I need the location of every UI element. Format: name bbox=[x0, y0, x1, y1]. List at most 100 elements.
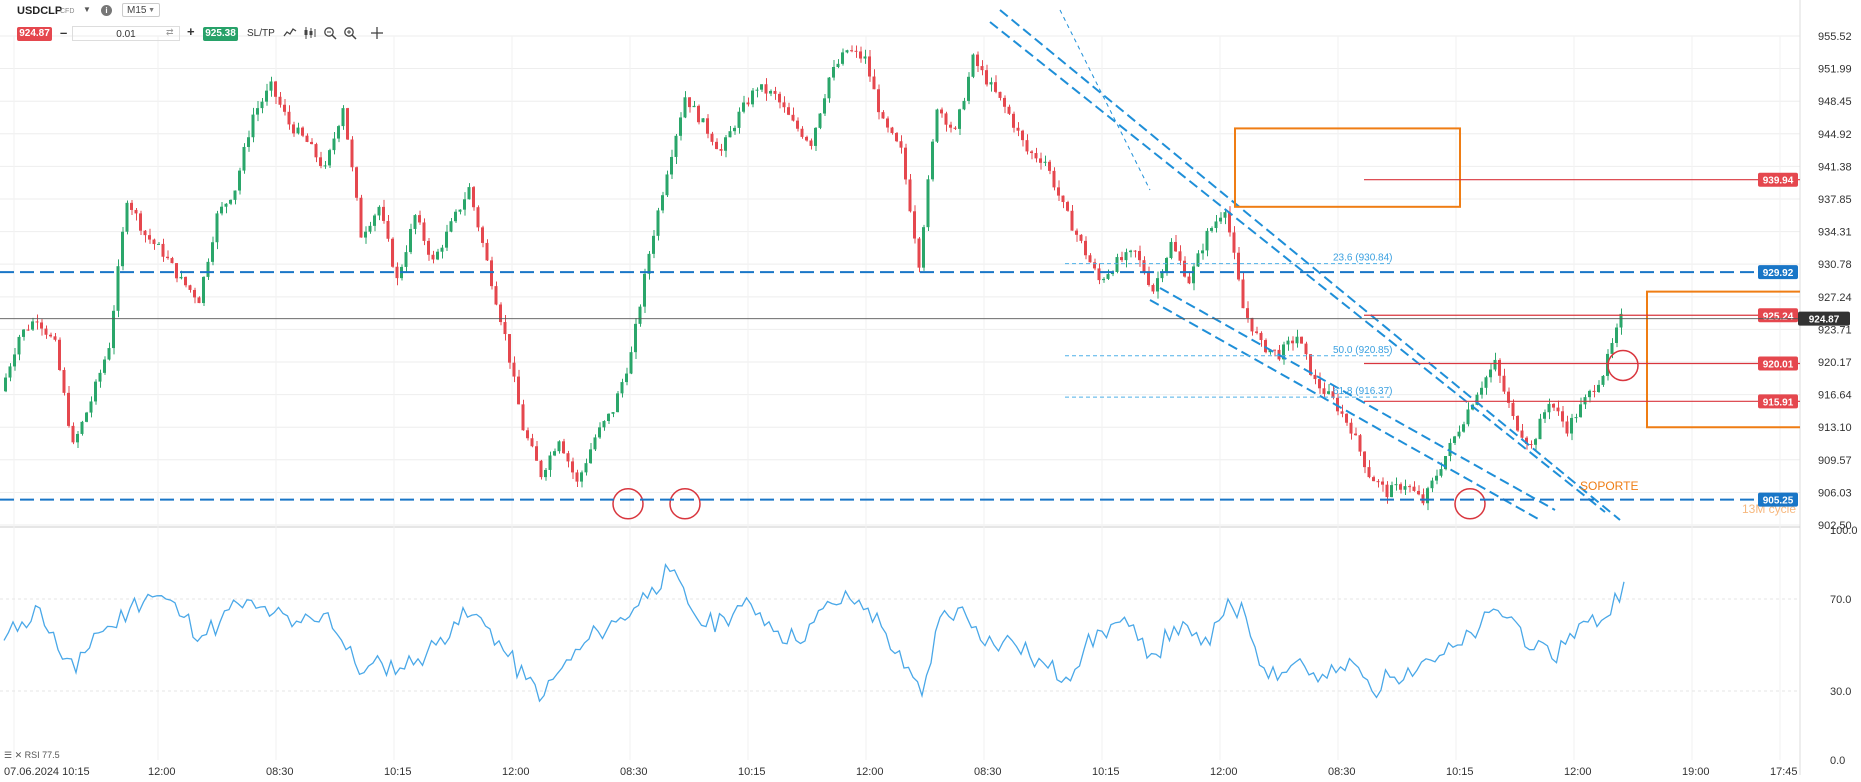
candle-body bbox=[890, 127, 894, 133]
zoom-out-icon[interactable] bbox=[323, 26, 337, 40]
candle-body bbox=[44, 328, 48, 335]
price-axis: 955.52 951.99 948.45 944.92 941.38 937.85 934.… bbox=[1818, 31, 1858, 767]
candle-body bbox=[179, 276, 183, 279]
resistance-box bbox=[1234, 127, 1461, 208]
zoom-in-icon[interactable] bbox=[343, 26, 357, 40]
trend-guide-line bbox=[1059, 9, 1151, 191]
drawings: 23.6 (930.84) 50.0 (920.85) 61.8 (916.37) S… bbox=[612, 9, 1800, 521]
lot-size-input[interactable]: 0.01 bbox=[72, 26, 180, 41]
timeframe-value: M15 bbox=[127, 5, 147, 16]
price-tick-label: 920.17 bbox=[1818, 357, 1852, 369]
candle-body bbox=[283, 104, 286, 112]
crosshair-icon[interactable] bbox=[370, 26, 384, 40]
candle-body bbox=[1385, 484, 1389, 498]
candle-body bbox=[1291, 340, 1294, 344]
candle-body bbox=[202, 276, 205, 304]
candle-body bbox=[305, 135, 309, 142]
candles-icon[interactable] bbox=[303, 26, 317, 40]
candle-body bbox=[917, 238, 921, 268]
candle-body bbox=[355, 167, 358, 198]
candle-body bbox=[1529, 444, 1533, 446]
chevron-down-icon[interactable]: ▼ bbox=[83, 5, 91, 14]
sell-button[interactable]: 924.87 bbox=[17, 27, 52, 41]
rsi-tick-label: 30.0 bbox=[1830, 686, 1851, 698]
candle-body bbox=[665, 174, 669, 196]
candle-body bbox=[679, 117, 682, 136]
fibonacci-label: 61.8 (916.37) bbox=[1333, 386, 1393, 397]
candle-body bbox=[634, 323, 637, 353]
candle-body bbox=[773, 90, 777, 94]
symbol-name[interactable]: USDCLP bbox=[17, 5, 63, 17]
candle-body bbox=[472, 187, 475, 208]
candle-body bbox=[562, 441, 565, 454]
lot-decrease-button[interactable]: – bbox=[60, 25, 68, 40]
chevron-down-icon: ▼ bbox=[148, 7, 155, 14]
candle-body bbox=[1048, 161, 1051, 171]
price-tick-label: 916.64 bbox=[1818, 390, 1852, 402]
lot-increase-button[interactable]: + bbox=[187, 24, 195, 39]
candle-body bbox=[1124, 252, 1128, 261]
candle-body bbox=[647, 253, 651, 274]
candle-body bbox=[904, 147, 907, 180]
candle-body bbox=[607, 413, 610, 422]
candle-body bbox=[998, 91, 1002, 98]
candle-body bbox=[71, 425, 75, 443]
candle-body bbox=[1043, 161, 1047, 163]
trend-channel-line bbox=[999, 9, 1621, 521]
candle-body bbox=[764, 84, 768, 94]
candle-body bbox=[845, 50, 849, 53]
level-badge-label: 925.24 bbox=[1763, 311, 1794, 322]
price-tick-label: 944.92 bbox=[1818, 129, 1852, 141]
candle-body bbox=[278, 96, 282, 105]
candle-body bbox=[512, 362, 516, 377]
candle-body bbox=[1156, 278, 1159, 292]
candle-body bbox=[1367, 467, 1371, 478]
candle-body bbox=[1219, 217, 1222, 222]
time-tick-label: 12:00 bbox=[856, 766, 884, 778]
rsi-tick-label: 0.0 bbox=[1830, 755, 1845, 767]
price-tick-label: 902.50 bbox=[1818, 520, 1852, 532]
candle-body bbox=[112, 310, 115, 349]
candle-body bbox=[454, 211, 457, 222]
time-tick-label: 08:30 bbox=[620, 766, 648, 778]
candle-body bbox=[1246, 308, 1249, 318]
candle-body bbox=[683, 97, 687, 118]
candle-body bbox=[1133, 250, 1137, 252]
candle-body bbox=[382, 206, 385, 221]
candle-body bbox=[980, 66, 984, 71]
buy-button[interactable]: 925.38 bbox=[203, 27, 238, 41]
candle-body bbox=[139, 213, 142, 231]
candle-body bbox=[1165, 257, 1168, 273]
info-icon[interactable]: i bbox=[101, 5, 112, 16]
sltp-button[interactable]: SL/TP bbox=[247, 28, 275, 39]
candle-body bbox=[1039, 158, 1042, 163]
candle-body bbox=[926, 179, 930, 228]
candle-body bbox=[1084, 240, 1087, 256]
candle-body bbox=[1295, 336, 1299, 344]
candle-body bbox=[206, 261, 210, 277]
candle-body bbox=[1615, 327, 1618, 344]
candle-body bbox=[1390, 485, 1393, 498]
candle-body bbox=[652, 235, 655, 254]
candle-body bbox=[341, 108, 345, 127]
candle-body bbox=[328, 150, 331, 166]
price-levels: 939.94 929.92 925.24 924.87 920.01 915.91 905.… bbox=[0, 172, 1850, 507]
timeframe-select[interactable]: M15 ▼ bbox=[122, 3, 160, 17]
candle-body bbox=[733, 127, 736, 132]
candle-body bbox=[1237, 252, 1240, 280]
candle-body bbox=[935, 109, 939, 142]
candle-body bbox=[1565, 421, 1569, 434]
candle-body bbox=[800, 128, 804, 137]
candle-body bbox=[152, 239, 156, 245]
candle-body bbox=[814, 127, 817, 146]
candle-body bbox=[377, 206, 381, 216]
candle-body bbox=[728, 131, 732, 138]
candle-body bbox=[161, 243, 165, 257]
time-tick-label: 12:00 bbox=[1210, 766, 1238, 778]
line-chart-icon[interactable] bbox=[283, 26, 297, 40]
swap-icon[interactable]: ⇄ bbox=[166, 27, 174, 37]
fibonacci-label: 23.6 (930.84) bbox=[1333, 253, 1393, 264]
candle-body bbox=[314, 144, 318, 158]
time-tick-label: 10:15 bbox=[1446, 766, 1474, 778]
